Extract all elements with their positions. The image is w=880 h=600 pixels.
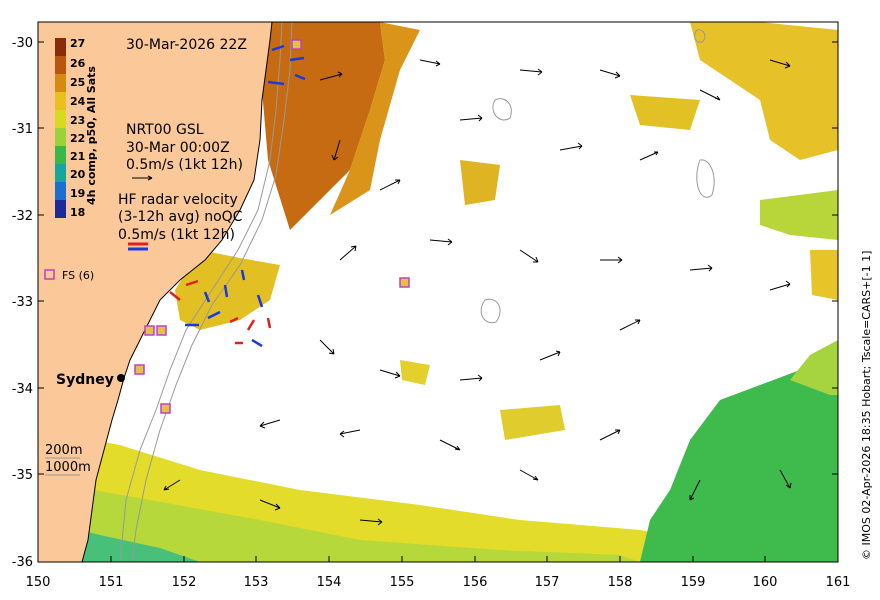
float-markers <box>134 39 410 414</box>
float-marker[interactable] <box>291 39 302 50</box>
svg-text:20: 20 <box>70 168 86 181</box>
float-marker[interactable] <box>144 325 155 336</box>
sydney-marker <box>117 374 125 382</box>
lat-tick: -31 <box>12 122 33 137</box>
lon-tick: 161 <box>826 575 851 590</box>
sst-patch-2 <box>630 95 700 130</box>
floats-legend-label: FS (6) <box>62 269 94 282</box>
svg-text:22: 22 <box>70 132 85 145</box>
plot-frame <box>37 21 839 563</box>
model-scale-arrow <box>132 175 153 181</box>
lat-tick-marks <box>38 41 838 475</box>
hf-radar-legend: HF radar velocity (3-12h avg) noQC 0.5m/… <box>118 192 243 243</box>
depth-label-200: 200m <box>45 443 82 458</box>
lon-tick: 150 <box>26 575 51 590</box>
lat-tick: -35 <box>12 468 33 483</box>
svg-text:26: 26 <box>70 57 86 70</box>
sst-eac-warm <box>262 22 385 230</box>
floats-legend-marker <box>44 269 55 280</box>
lon-tick: 159 <box>681 575 706 590</box>
lon-tick: 156 <box>463 575 488 590</box>
svg-text:21: 21 <box>70 150 85 163</box>
svg-text:18: 18 <box>70 206 85 219</box>
sst-east-green <box>640 340 838 562</box>
svg-text:24: 24 <box>70 95 86 108</box>
sst-east-lightgreen <box>790 340 838 395</box>
sydney-label: Sydney <box>56 372 114 388</box>
lat-tick: -33 <box>12 295 33 310</box>
credit-text: © IMOS 02-Apr-2026 18:35 Hobart; Tscale=… <box>860 251 873 560</box>
svg-text:23: 23 <box>70 114 85 127</box>
model-legend-line1: NRT00 GSL <box>126 122 204 138</box>
hf-legend-line2: (3-12h avg) noQC <box>118 209 243 225</box>
float-marker[interactable] <box>160 403 171 414</box>
model-legend-line2: 30-Mar 00:00Z <box>126 140 230 156</box>
lon-tick-marks <box>110 556 766 562</box>
float-marker[interactable] <box>399 277 410 288</box>
svg-text:19: 19 <box>70 187 85 200</box>
lon-tick: 153 <box>244 575 269 590</box>
hf-legend-line1: HF radar velocity <box>118 192 238 208</box>
depth-label-1000: 1000m <box>45 460 91 475</box>
lat-tick: -30 <box>12 36 33 51</box>
lon-tick: 154 <box>317 575 342 590</box>
sst-patch-3 <box>500 405 565 440</box>
model-legend-line3: 0.5m/s (1kt 12h) <box>126 157 243 173</box>
depth-contours <box>119 21 715 563</box>
map-timestamp: 30-Mar-2026 22Z <box>126 37 247 53</box>
sst-south-green <box>38 480 640 562</box>
lon-tick: 157 <box>535 575 560 590</box>
float-marker[interactable] <box>134 364 145 375</box>
colorbar-title: 4h comp, p50, All Sats <box>85 66 98 205</box>
float-marker[interactable] <box>156 325 167 336</box>
lon-tick: 155 <box>390 575 415 590</box>
sst-eac-yellow <box>175 250 280 330</box>
sst-east-yellow-top <box>690 22 838 160</box>
model-legend: NRT00 GSL 30-Mar 00:00Z 0.5m/s (1kt 12h) <box>126 122 243 173</box>
colorbar <box>55 38 66 218</box>
sst-patch-5 <box>810 250 838 300</box>
svg-text:27: 27 <box>70 37 85 50</box>
sst-patch-1 <box>460 160 500 205</box>
lat-tick-labels: -30 -31 -32 -33 -34 -35 -36 <box>12 36 33 570</box>
lon-tick: 151 <box>99 575 124 590</box>
lon-tick: 158 <box>608 575 633 590</box>
sst-eac-mid <box>330 22 420 215</box>
lon-tick-labels: 150 151 152 153 154 155 156 157 158 159 … <box>26 575 851 590</box>
lat-tick: -32 <box>12 209 33 224</box>
svg-text:25: 25 <box>70 76 85 89</box>
lat-tick: -34 <box>12 382 33 397</box>
lat-tick: -36 <box>12 555 33 570</box>
sst-patch-4 <box>400 360 430 385</box>
sst-east-lightgreen-top <box>760 190 838 240</box>
land-australia <box>38 22 273 562</box>
lon-tick: 152 <box>172 575 197 590</box>
hf-legend-line3: 0.5m/s (1kt 12h) <box>118 227 235 243</box>
hf-radar-vectors <box>169 44 306 348</box>
colorbar-labels: 27 26 25 24 23 22 21 20 19 18 <box>70 37 86 219</box>
current-vectors <box>163 59 792 526</box>
lon-tick: 160 <box>753 575 778 590</box>
